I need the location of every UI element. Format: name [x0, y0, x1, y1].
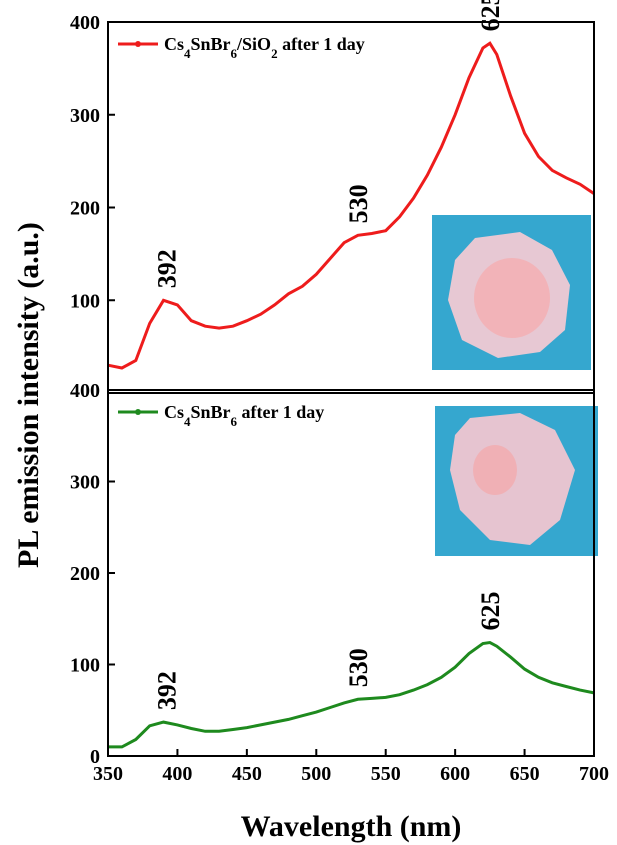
legend-label: Cs4SnBr6 after 1 day	[164, 402, 324, 429]
peak-label: 530	[344, 648, 373, 687]
legend-label: Cs4SnBr6/SiO2 after 1 day	[164, 34, 365, 61]
x-tick-label: 550	[371, 763, 401, 785]
inset-glow	[473, 445, 517, 495]
x-tick-label: 700	[579, 763, 609, 785]
x-tick-label: 500	[301, 763, 331, 785]
peak-label: 625	[476, 0, 505, 31]
y-tick-label: 100	[70, 655, 100, 677]
peak-label: 392	[152, 249, 181, 288]
y-axis-label: PL emission intensity (a.u.)	[12, 222, 45, 568]
x-tick-label: 600	[440, 763, 470, 785]
y-tick-label: 200	[70, 198, 100, 220]
legend-marker	[135, 409, 141, 415]
x-tick-label: 450	[232, 763, 262, 785]
x-axis-label: Wavelength (nm)	[241, 810, 462, 843]
legend-marker	[135, 41, 141, 47]
peak-label: 392	[152, 671, 181, 710]
inset-glow	[474, 258, 550, 338]
y-tick-label: 400	[70, 380, 100, 402]
x-tick-label: 350	[93, 763, 123, 785]
x-tick-label: 400	[162, 763, 192, 785]
x-tick-label: 650	[510, 763, 540, 785]
y-tick-label: 100	[70, 290, 100, 312]
y-tick-label: 200	[70, 563, 100, 585]
y-tick-label: 300	[70, 105, 100, 127]
y-tick-label: 400	[70, 12, 100, 34]
peak-label: 625	[476, 592, 505, 631]
chart: 100 200 300 400 Cs4SnBr6/SiO2 after 1 day 392…	[0, 0, 617, 845]
peak-label: 530	[344, 184, 373, 223]
y-tick-label: 300	[70, 472, 100, 494]
